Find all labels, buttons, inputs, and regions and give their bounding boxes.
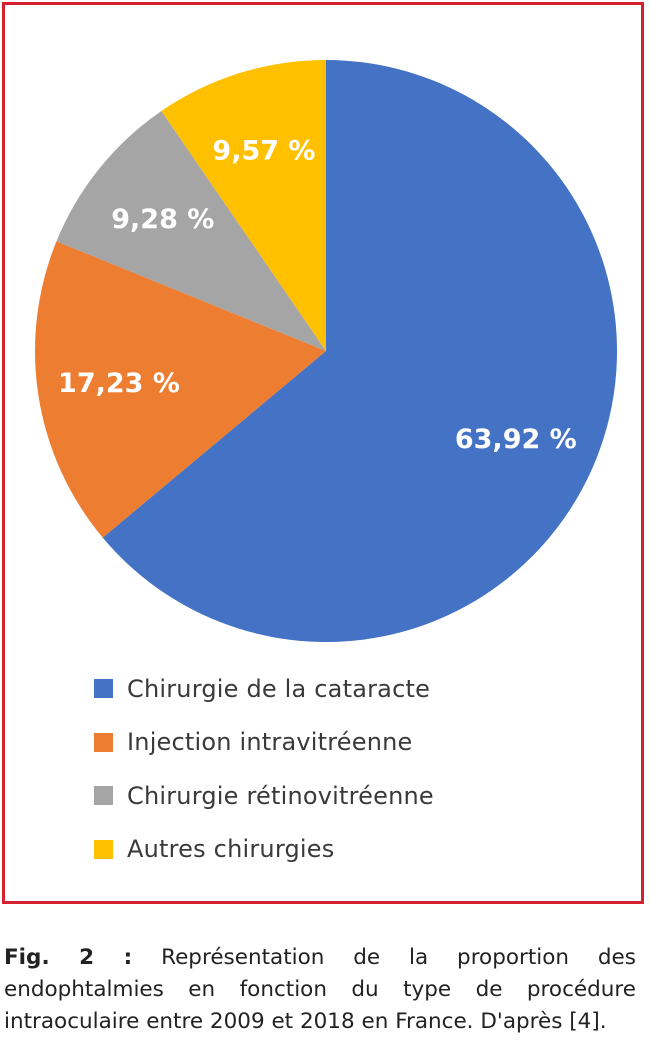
legend-label: Injection intravitréenne — [127, 728, 413, 757]
legend-swatch — [94, 786, 113, 806]
slice-value-label-retinovitreenne: 9,28 % — [111, 204, 214, 235]
legend-item-autres: Autres chirurgies — [94, 823, 434, 877]
slice-value-label-injection: 17,23 % — [58, 368, 180, 399]
legend-swatch — [94, 732, 113, 752]
legend-label: Chirurgie de la cataracte — [127, 674, 431, 703]
figure-caption: Fig. 2 : Représentation de la proportion… — [4, 942, 636, 1038]
pie-slice-cataracte — [102, 60, 618, 642]
pie-slice-retinovitreenne — [56, 111, 326, 351]
legend-item-injection: Injection intravitréenne — [94, 716, 434, 770]
legend-swatch — [94, 679, 113, 699]
legend-label: Chirurgie rétinovitréenne — [127, 781, 434, 810]
legend-item-retinovitreenne: Chirurgie rétinovitréenne — [94, 769, 434, 823]
figure-frame — [2, 2, 644, 904]
pie-slice-injection — [35, 241, 327, 538]
caption-text: Représentation de la proportion des endo… — [4, 945, 636, 1034]
legend-label: Autres chirurgies — [127, 835, 335, 864]
slice-value-label-cataracte: 63,92 % — [455, 424, 577, 455]
pie-slice-autres — [161, 60, 326, 351]
legend-swatch — [94, 839, 113, 859]
chart-legend: Chirurgie de la cataracte Injection intr… — [94, 662, 434, 876]
slice-value-label-autres: 9,57 % — [212, 135, 315, 166]
caption-label: Fig. 2 : — [4, 945, 133, 970]
pie-chart: 63,92 % 17,23 % 9,28 % 9,57 % — [35, 60, 618, 642]
legend-item-cataracte: Chirurgie de la cataracte — [94, 662, 434, 716]
